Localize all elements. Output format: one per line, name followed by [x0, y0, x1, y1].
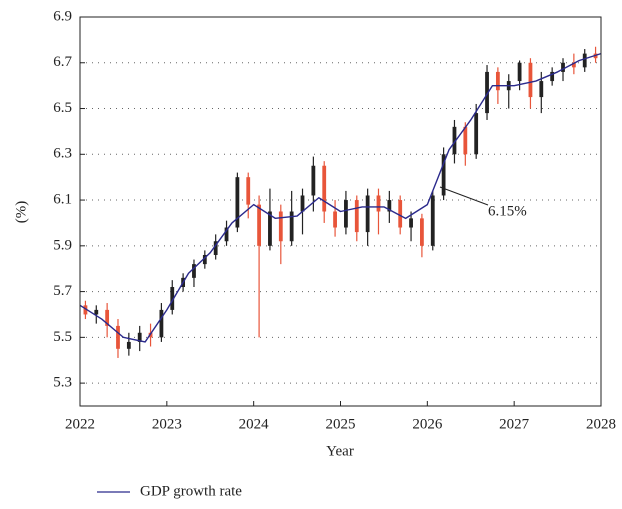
candle-body [430, 195, 435, 246]
y-tick-label: 6.5 [53, 100, 72, 116]
annotation-arrow [439, 186, 489, 206]
candle-body [322, 165, 327, 212]
y-tick-label: 6.9 [53, 8, 72, 24]
candle-body [278, 211, 283, 242]
candle-body [517, 62, 522, 82]
x-axis-label: Year [326, 443, 354, 459]
candle-body [192, 264, 196, 278]
candle-body [376, 195, 381, 212]
legend-label: GDP growth rate [140, 483, 242, 499]
candle-body [452, 126, 457, 155]
candle-body [550, 71, 555, 82]
candle-body [528, 62, 533, 98]
y-tick-label: 6.3 [53, 146, 72, 162]
x-tick-label: 2028 [586, 416, 616, 432]
y-tick-label: 5.5 [53, 329, 72, 345]
y-tick-label: 5.7 [53, 283, 72, 299]
y-tick-label: 6.7 [53, 54, 72, 70]
candle-body [333, 211, 337, 228]
candle-body [344, 200, 348, 228]
candle-body [420, 218, 424, 246]
candle-body [485, 71, 489, 114]
candle-body [311, 165, 316, 196]
candle-body [213, 241, 218, 255]
x-tick-label: 2023 [152, 416, 182, 432]
candle-body [441, 154, 446, 196]
y-axis-label: (%) [13, 201, 29, 224]
candle-body [463, 126, 468, 155]
candle-body [409, 218, 413, 228]
candle-body [387, 200, 392, 212]
x-tick-label: 2026 [412, 416, 443, 432]
candle-body [257, 204, 261, 246]
candle-body [582, 53, 587, 68]
candle-body [159, 309, 164, 338]
candle-body [116, 325, 120, 349]
x-tick-label: 2024 [239, 416, 270, 432]
candle-body [202, 254, 207, 265]
plot-frame [79, 16, 602, 407]
y-tick-label: 6.1 [53, 191, 72, 207]
candle-body [246, 177, 251, 205]
x-tick-label: 2022 [65, 416, 95, 432]
candle-body [83, 305, 88, 315]
candle-body [235, 177, 240, 228]
candle-body [170, 287, 175, 310]
candle-body [398, 200, 403, 228]
candle-body [289, 211, 294, 242]
candle-body [474, 113, 479, 155]
x-tick-label: 2025 [326, 416, 356, 432]
candle-body [300, 195, 305, 212]
candle-body [571, 62, 576, 68]
y-tick-label: 5.9 [53, 237, 72, 253]
candle-body [268, 211, 272, 246]
candle-body [94, 309, 99, 315]
annotation: 6.15% [488, 203, 527, 219]
y-tick-label: 5.3 [53, 375, 72, 391]
candle-body [561, 62, 565, 72]
candle-body [365, 195, 370, 233]
line-series [79, 52, 602, 343]
candle-body [137, 332, 142, 342]
candle-body [354, 200, 359, 233]
candle-body [495, 71, 500, 91]
candle-body [126, 341, 131, 349]
x-tick-label: 2027 [499, 416, 530, 432]
candle-body [105, 309, 110, 326]
candle-body [224, 227, 229, 242]
candle-body [539, 81, 544, 98]
